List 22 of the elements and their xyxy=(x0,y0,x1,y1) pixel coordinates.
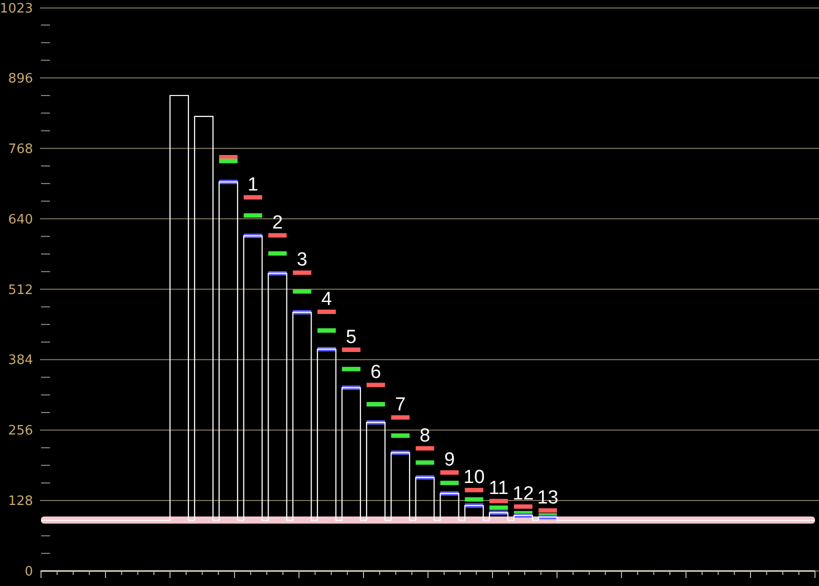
x-tick-label: 8 xyxy=(420,425,430,446)
y-tick-label: 512 xyxy=(8,282,33,298)
y-tick-label: 0 xyxy=(24,564,33,580)
x-tick-label: 12 xyxy=(512,484,534,505)
x-tick-label: 3 xyxy=(296,250,308,271)
y-tick-label: 768 xyxy=(8,142,33,157)
y-tick-label: 384 xyxy=(8,353,33,368)
y-tick-label: 896 xyxy=(8,71,33,86)
x-tick-label: 4 xyxy=(321,288,332,310)
x-tick-label: 7 xyxy=(395,394,406,416)
x-tick-label: 1 xyxy=(248,174,258,196)
x-tick-label: 2 xyxy=(272,212,283,234)
y-tick-label: 256 xyxy=(8,424,33,439)
y-tick-label: 1023 xyxy=(0,2,33,17)
x-tick-label: 13 xyxy=(537,487,558,508)
x-tick-label: 6 xyxy=(370,362,382,383)
x-tick-label: 10 xyxy=(464,467,485,488)
y-tick-label: 640 xyxy=(8,212,33,228)
y-tick-label: 128 xyxy=(8,494,33,510)
x-tick-label: 9 xyxy=(444,449,455,470)
x-tick-label: 11 xyxy=(488,478,509,500)
x-tick-label: 5 xyxy=(346,326,357,348)
